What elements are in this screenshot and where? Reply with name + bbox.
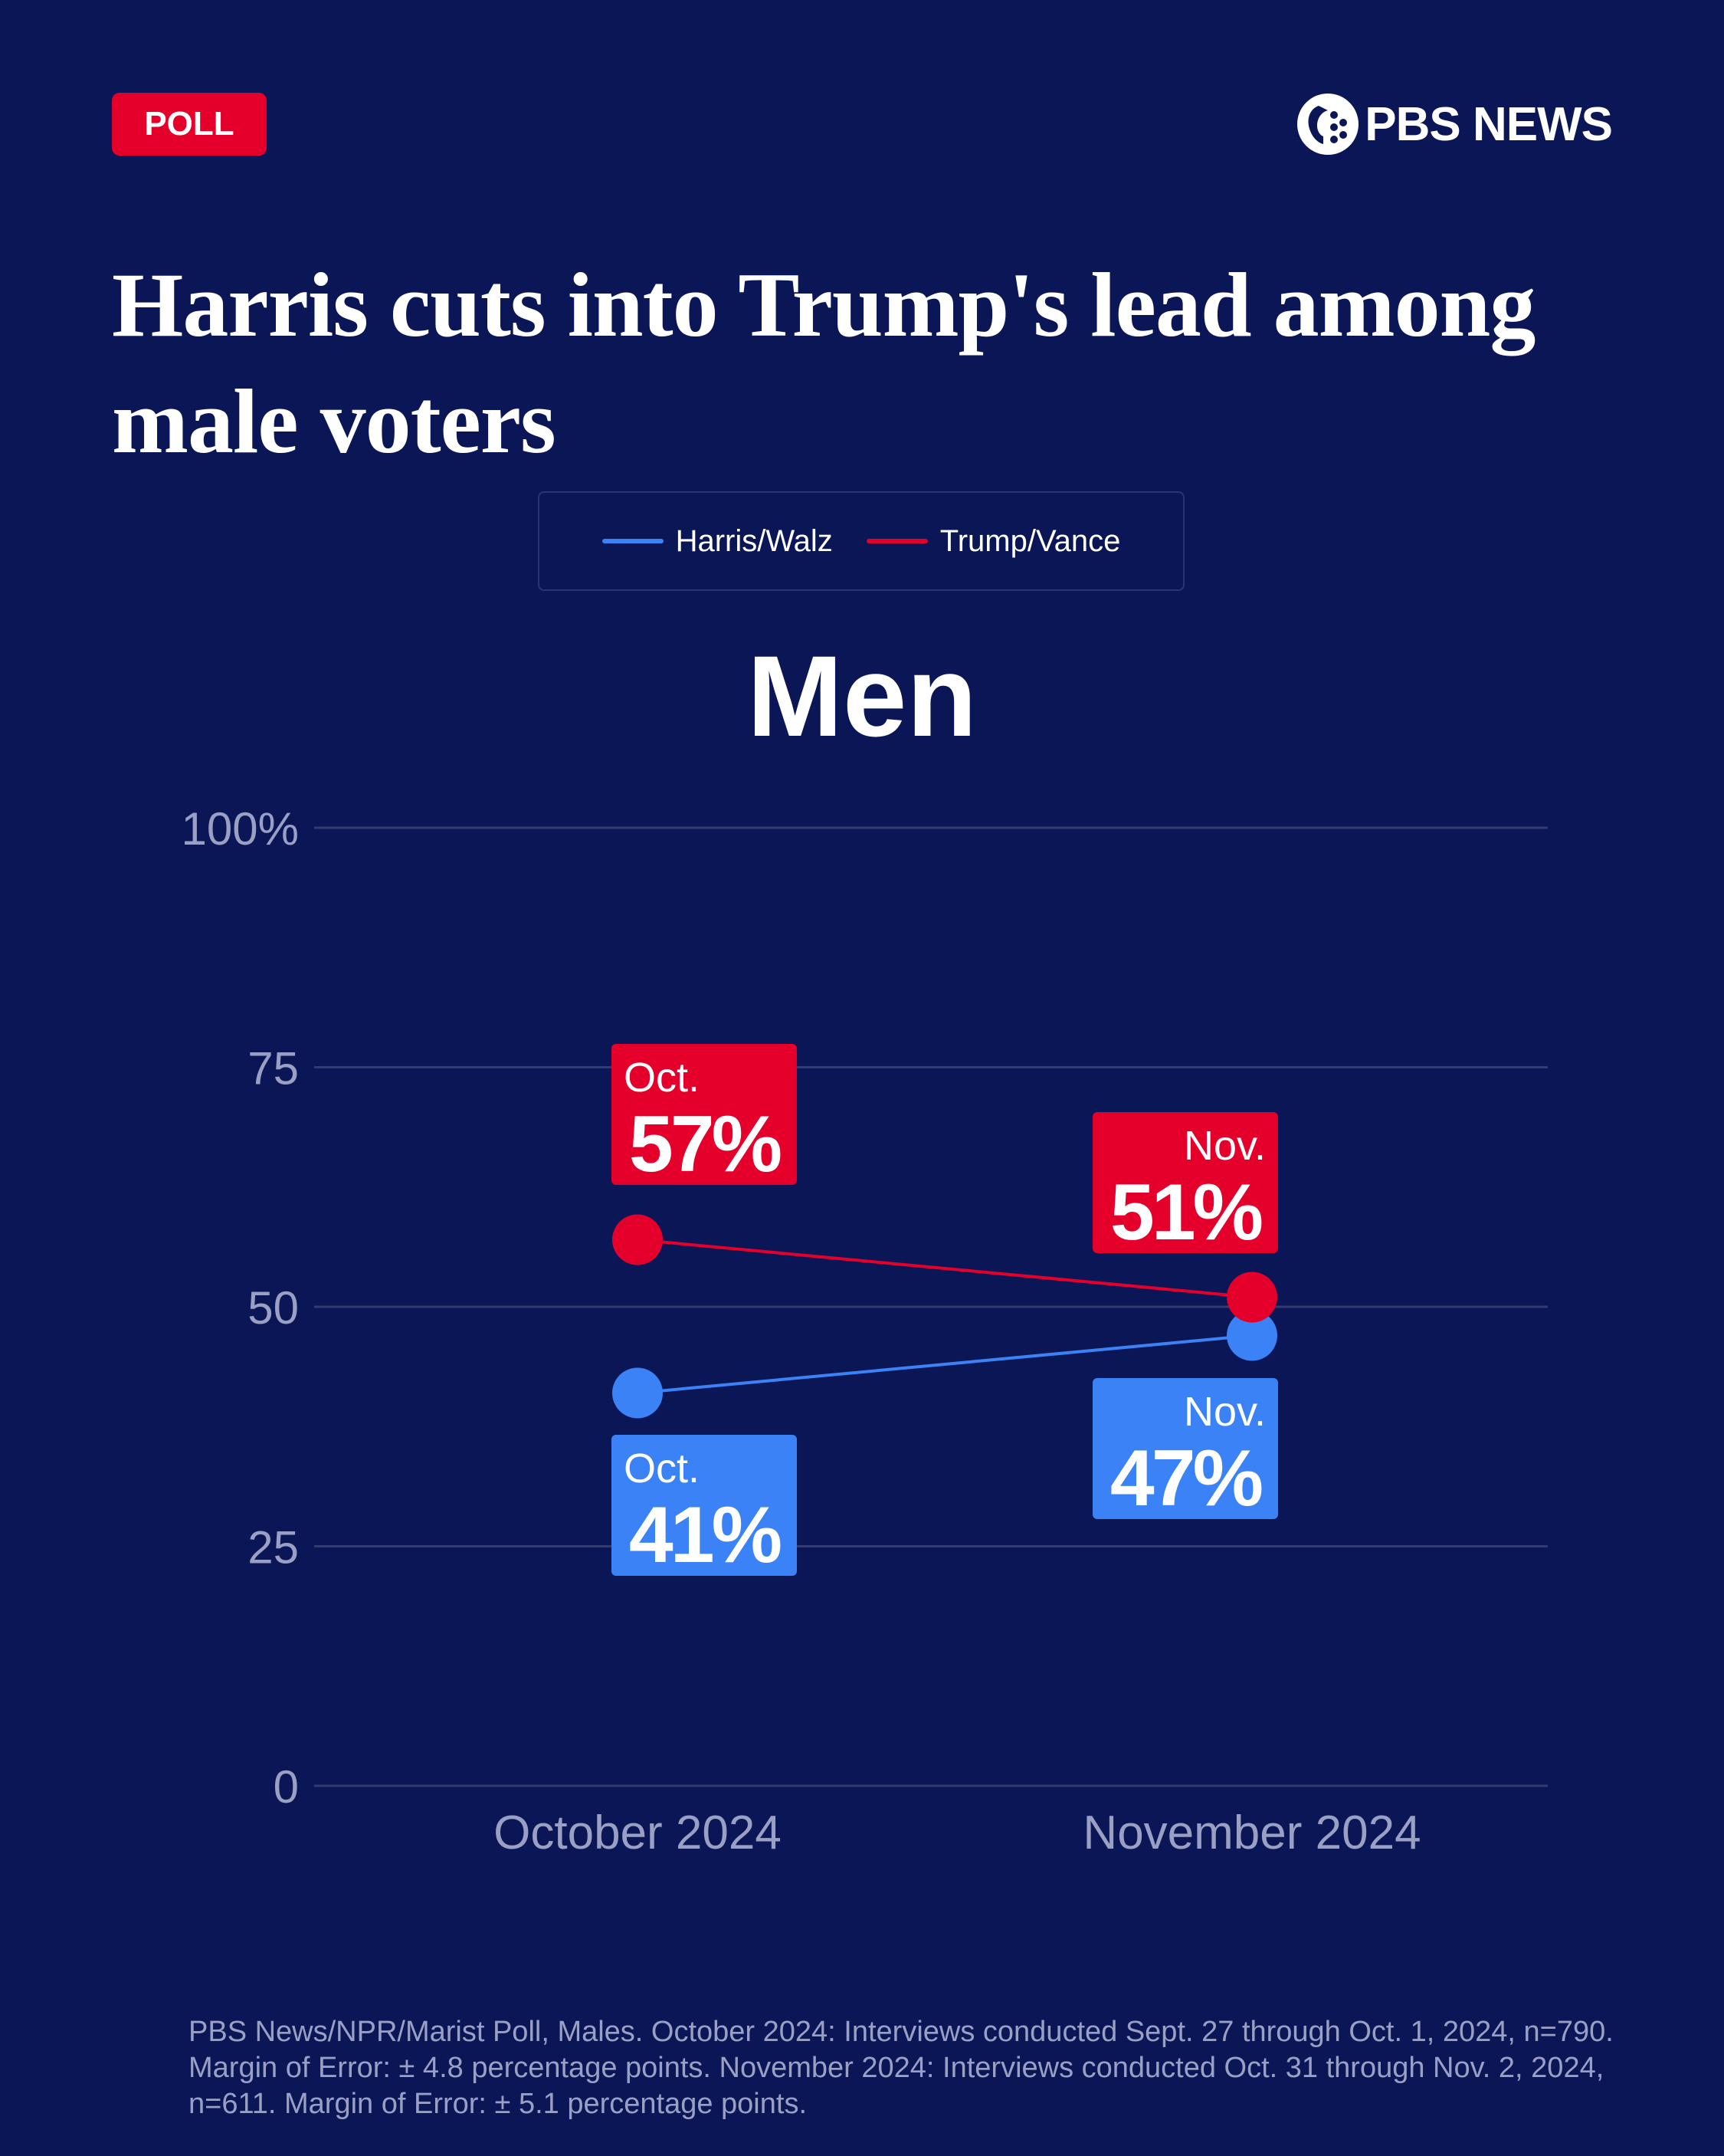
y-tick-label-75: 75 xyxy=(247,1043,299,1094)
data-point-trump-0 xyxy=(612,1214,663,1265)
source-note: PBS News/NPR/Marist Poll, Males. October… xyxy=(188,2016,1614,2120)
legend-swatch-harris xyxy=(601,539,664,543)
data-label-value-harris-1: 47% xyxy=(1110,1434,1262,1523)
legend-item-trump: Trump/Vance xyxy=(866,523,1121,559)
data-label-box-harris-1 xyxy=(1093,1378,1278,1519)
x-tick-label-0: October 2024 xyxy=(493,1807,782,1859)
legend-label-harris: Harris/Walz xyxy=(675,523,833,558)
line-chart: Men 0 25 50 75 100% October 2024 November 2024 O… xyxy=(182,632,1548,1859)
y-tick-label-25: 25 xyxy=(247,1522,299,1574)
legend-swatch-trump xyxy=(866,539,928,543)
chart-title: Men xyxy=(747,632,977,760)
chart-legend: Harris/Walz Trump/Vance xyxy=(538,491,1185,591)
x-tick-label-1: November 2024 xyxy=(1083,1807,1421,1859)
data-point-harris-1 xyxy=(1227,1310,1277,1361)
brand-name: PBS NEWS xyxy=(1365,97,1613,151)
data-label-month-trump-1: Nov. xyxy=(1184,1123,1266,1169)
headline: Harris cuts into Trump's lead among male… xyxy=(112,254,1536,473)
poll-badge: POLL xyxy=(112,93,267,156)
y-tick-label-50: 50 xyxy=(247,1282,299,1334)
data-label-month-harris-0: Oct. xyxy=(624,1446,700,1491)
data-point-trump-1 xyxy=(1227,1272,1277,1323)
y-tick-label-100: 100% xyxy=(182,803,299,855)
pbs-head-icon xyxy=(1297,94,1359,155)
data-label-box-harris-0 xyxy=(611,1435,797,1576)
legend-item-harris: Harris/Walz xyxy=(601,523,833,559)
y-tick-label-0: 0 xyxy=(274,1761,299,1813)
series-line-harris xyxy=(637,1334,1253,1395)
data-point-harris-0 xyxy=(612,1367,663,1419)
pbs-news-logo[interactable]: PBS NEWS xyxy=(1296,92,1613,156)
data-label-value-trump-1: 51% xyxy=(1110,1168,1262,1257)
data-label-month-trump-0: Oct. xyxy=(624,1055,700,1101)
data-label-month-harris-1: Nov. xyxy=(1184,1389,1266,1435)
data-label-box-trump-0 xyxy=(611,1044,797,1185)
series-line-trump xyxy=(637,1238,1253,1299)
data-label-value-harris-0: 41% xyxy=(629,1491,781,1580)
legend-label-trump: Trump/Vance xyxy=(939,523,1121,558)
data-label-box-trump-1 xyxy=(1093,1112,1278,1253)
data-label-value-trump-0: 57% xyxy=(629,1100,781,1189)
